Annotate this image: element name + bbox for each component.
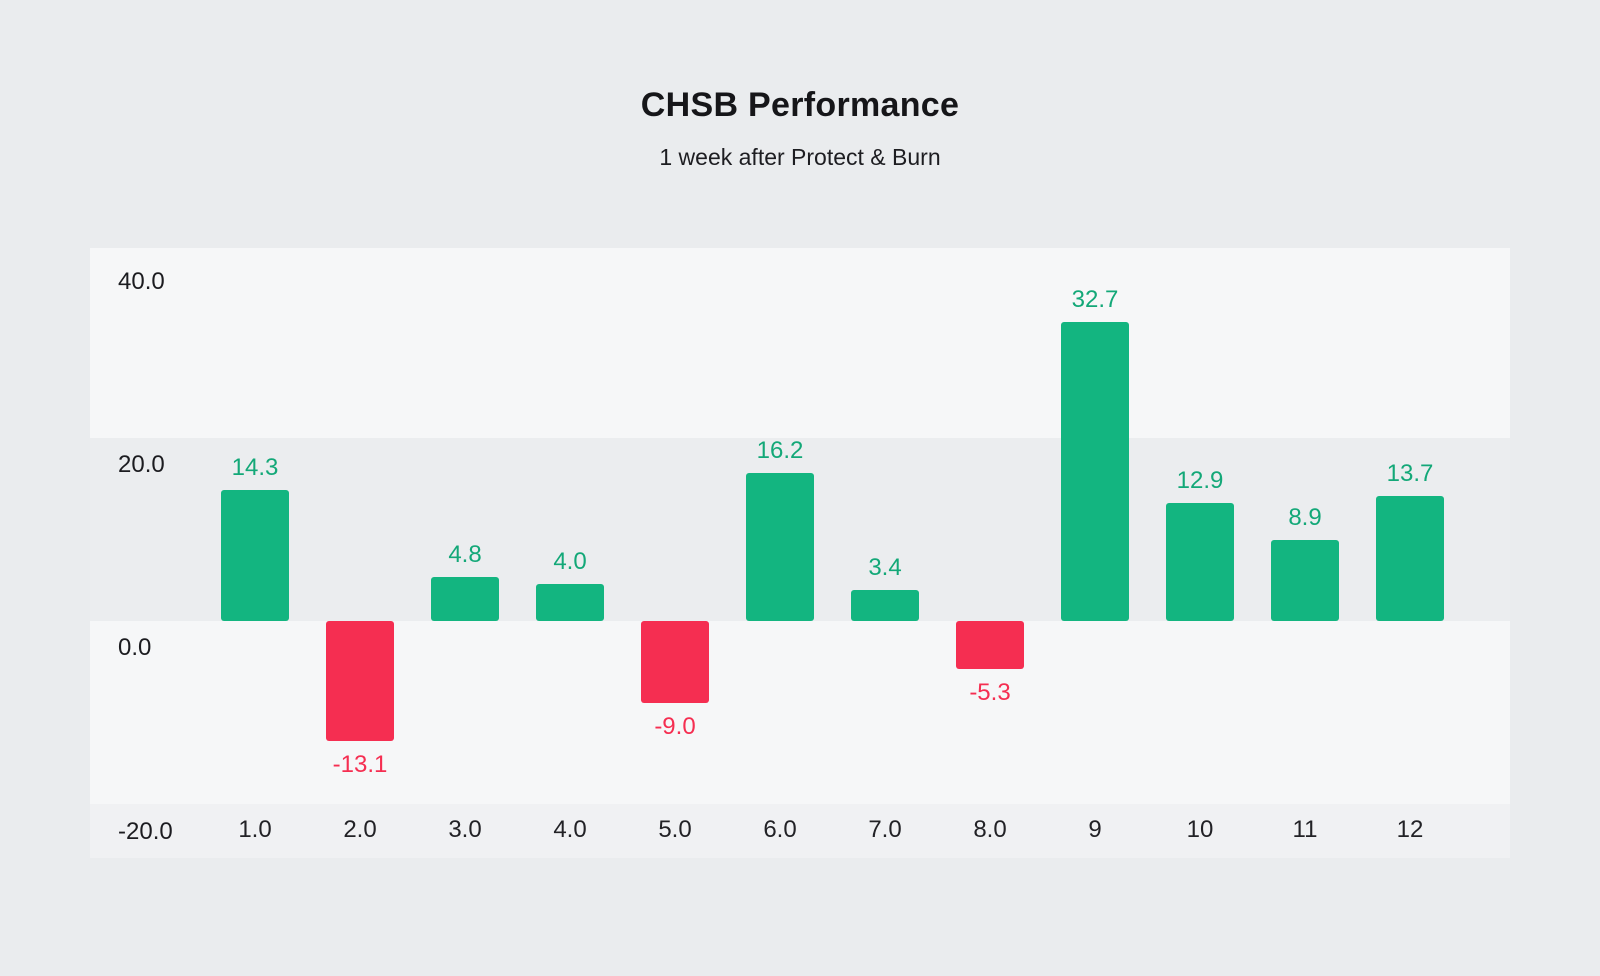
- bar-value-label: -9.0: [654, 713, 696, 740]
- x-axis-tick: 1.0: [238, 816, 272, 843]
- bar-value-label: -13.1: [332, 751, 388, 778]
- bar-value-label: 8.9: [1288, 504, 1322, 531]
- bar-7.0: [851, 590, 919, 621]
- bar-3.0: [431, 577, 499, 621]
- bar-9: [1061, 322, 1129, 621]
- bar-2.0: [326, 621, 394, 741]
- bar-value-label: 32.7: [1071, 286, 1119, 313]
- bar-value-label: 12.9: [1176, 467, 1224, 494]
- bar-4.0: [536, 584, 604, 621]
- x-axis-tick: 2.0: [343, 816, 377, 843]
- x-axis-tick: 8.0: [973, 816, 1007, 843]
- x-axis-tick: 7.0: [868, 816, 902, 843]
- bar-value-label: 14.3: [231, 454, 279, 481]
- chart-title: CHSB Performance: [640, 86, 960, 124]
- bar-6.0: [746, 473, 814, 621]
- bar-value-label: 16.2: [756, 437, 804, 464]
- bar-value-label: -5.3: [969, 679, 1011, 706]
- grid-band-40: [90, 248, 1510, 438]
- chart-subtitle: 1 week after Protect & Burn: [659, 144, 941, 170]
- x-axis-tick: 6.0: [763, 816, 797, 843]
- chart-plot-area: 40.0 20.0 0.0 -20.0 14.3 1.0 -13.1 2.0 4.8 3.0 4.0…: [90, 248, 1510, 858]
- y-axis-tick: 0.0: [118, 634, 152, 661]
- bar-11: [1271, 540, 1339, 621]
- x-axis-tick: 5.0: [658, 816, 692, 843]
- x-axis-tick: 11: [1292, 816, 1318, 843]
- bar-8.0: [956, 621, 1024, 669]
- y-axis-tick: -20.0: [118, 818, 173, 845]
- bar-10: [1166, 503, 1234, 621]
- x-axis-tick: 9: [1088, 816, 1102, 843]
- x-axis-tick: 4.0: [553, 816, 587, 843]
- x-axis-tick: 3.0: [448, 816, 482, 843]
- x-axis-tick: 12: [1396, 816, 1424, 843]
- bar-1.0: [221, 490, 289, 621]
- x-axis-tick: 10: [1186, 816, 1214, 843]
- x-axis-band: [90, 804, 1510, 858]
- y-axis-tick: 20.0: [118, 451, 165, 478]
- bar-5.0: [641, 621, 709, 703]
- bar-value-label: 4.0: [553, 548, 587, 575]
- bar-value-label: 3.4: [868, 554, 902, 581]
- bar-value-label: 13.7: [1386, 460, 1434, 487]
- bar-12: [1376, 496, 1444, 621]
- y-axis-tick: 40.0: [118, 268, 165, 295]
- bar-value-label: 4.8: [448, 541, 482, 568]
